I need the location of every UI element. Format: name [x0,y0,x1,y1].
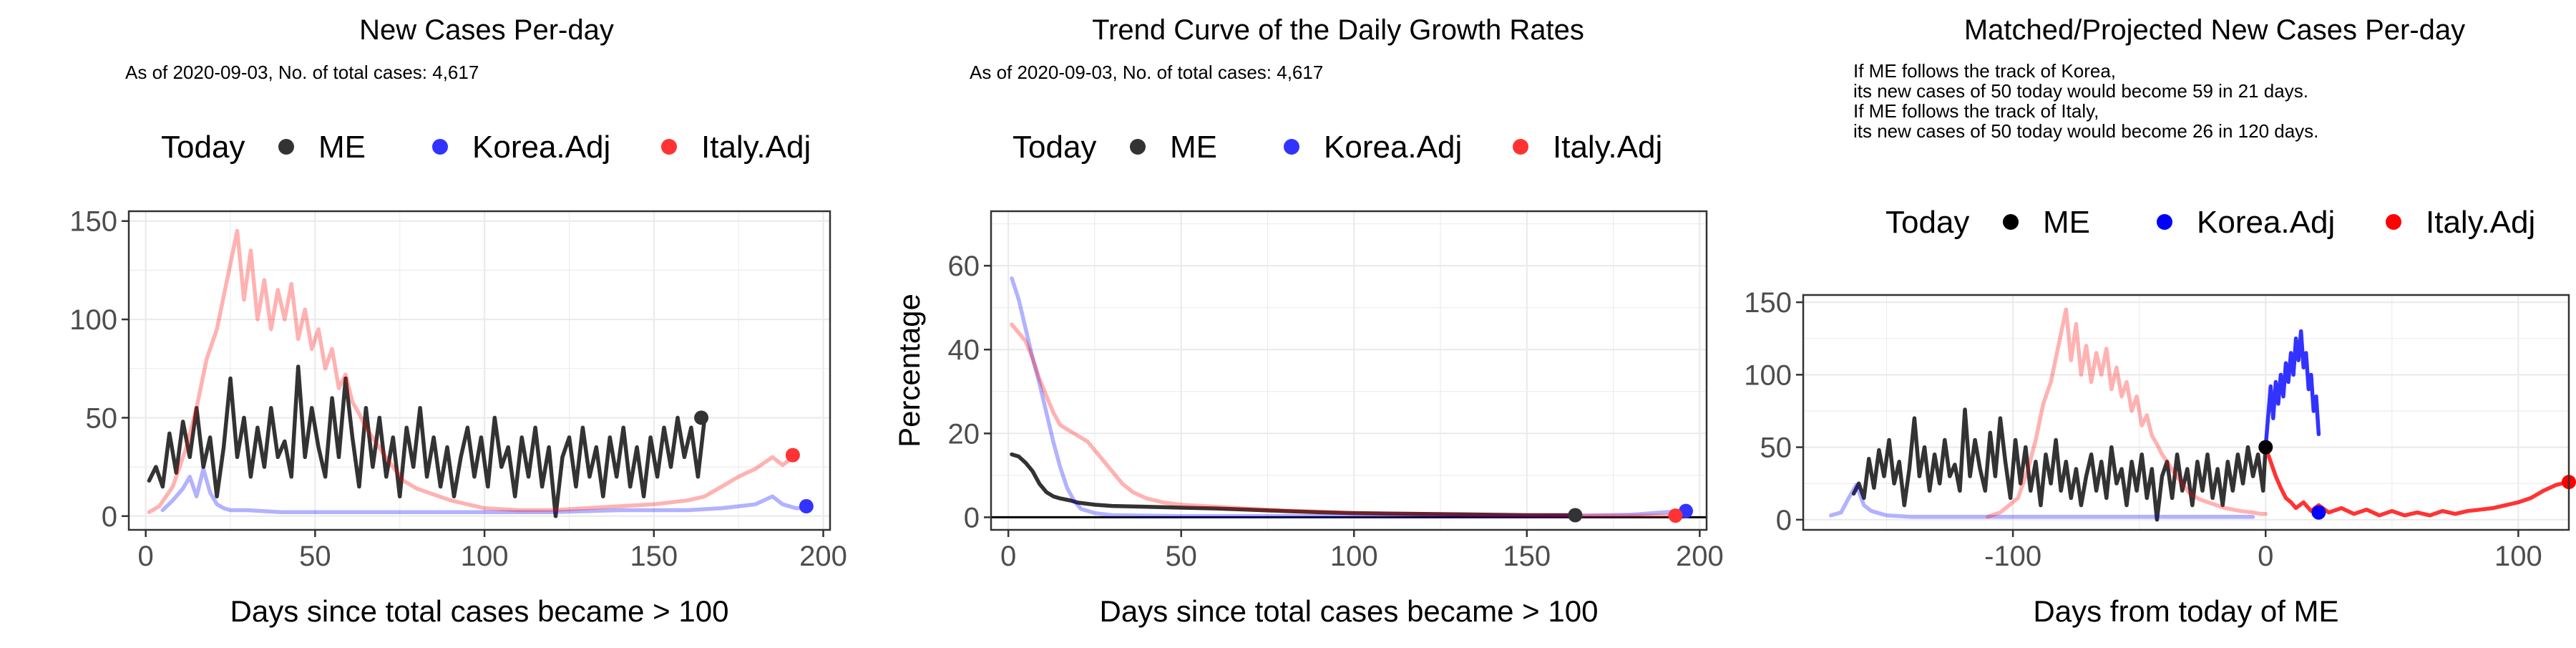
legend-marker [1284,139,1299,155]
legend-title: Today [1013,130,1096,165]
series-line-italy-adj [1986,307,2268,519]
chart-subtitle: As of 2020-09-03, No. of total cases: 4,… [970,62,1323,83]
series-line-italy-adj [1010,322,1674,518]
today-point-korea-adj [2311,505,2326,520]
x-axis-title: Days since total cases became > 100 [1100,594,1599,628]
x-tick-label: 200 [799,541,847,572]
plot-area [129,211,830,530]
series-line-korea-adj [2263,329,2321,450]
y-tick-label: 100 [1744,359,1792,391]
x-axis-title: Days since total cases became > 100 [230,594,729,628]
x-tick-label: 150 [630,541,678,572]
legend-label: Italy.Adj [1553,130,1662,165]
series-line-korea-adj [160,467,812,515]
x-tick-label: 50 [299,541,331,572]
x-tick-label: 100 [461,541,509,572]
x-tick-label: 200 [1676,541,1724,572]
legend-marker [278,139,294,155]
chart-subtitle: As of 2020-09-03, No. of total cases: 4,… [125,62,479,83]
legend-label: Korea.Adj [472,130,610,165]
series-line-korea-adj [1829,483,2255,519]
today-point-me [694,410,709,425]
x-tick-label: 100 [2494,541,2542,572]
y-tick-label: 50 [86,402,118,434]
plot-area [991,211,1707,530]
today-point-italy-adj [785,448,800,463]
chart-title: Matched/Projected New Cases Per-day [1964,14,2465,46]
legend-title: Today [161,130,245,165]
today-point-korea-adj [799,499,814,514]
legend-label: ME [2043,205,2090,240]
y-tick-label: 150 [1744,287,1792,319]
x-tick-label: 0 [2258,541,2273,572]
x-tick-label: 100 [1330,541,1378,572]
x-axis-title: Days from today of ME [2033,594,2338,628]
legend-label: ME [1170,130,1217,165]
chart-subtitle: its new cases of 50 today would become 5… [1853,80,2308,102]
legend: Today ME Korea.Adj Italy.Adj [1013,130,1662,165]
legend-marker [2386,214,2401,230]
legend-label: Italy.Adj [701,130,811,165]
legend-label: ME [318,130,366,165]
series-line-italy-adj [147,228,799,515]
legend: Today ME Korea.Adj Italy.Adj [1885,205,2535,240]
x-tick-label: 150 [1503,541,1551,572]
x-tick-label: 50 [1165,541,1197,572]
y-tick-label: 20 [948,418,980,450]
plot-border [127,210,831,531]
chart-title: Trend Curve of the Daily Growth Rates [1092,14,1584,46]
legend: Today ME Korea.Adj Italy.Adj [161,130,811,165]
chart-panel-2: Trend Curve of the Daily Growth Rates As … [892,14,1724,628]
series-line-me [1010,452,1578,518]
series-line-italy-adj [2263,445,2571,518]
legend-title: Today [1885,205,1969,240]
x-tick-label: 0 [1000,541,1016,572]
plot-border [990,210,1708,531]
series-line-me [1851,407,2268,522]
y-tick-label: 0 [102,501,117,533]
series-line-korea-adj [1010,276,1688,518]
chart-title: New Cases Per-day [359,14,614,46]
plot-border [1802,294,2570,531]
legend-marker [432,139,448,155]
y-tick-label: 50 [1760,432,1792,464]
chart-subtitle: If ME follows the track of Italy, [1853,100,2099,122]
x-tick-label: 0 [138,541,154,572]
legend-marker [661,139,677,155]
y-tick-label: 40 [948,334,980,366]
y-axis-title: Percentage [892,294,926,448]
legend-label: Korea.Adj [1324,130,1462,165]
legend-label: Italy.Adj [2426,205,2535,240]
legend-label: Korea.Adj [2197,205,2335,240]
chart-subtitle: If ME follows the track of Korea, [1853,60,2116,82]
chart-panel-3: Matched/Projected New Cases Per-day If ME… [1744,14,2576,628]
x-tick-label: -100 [1984,541,2041,572]
legend-marker [2003,214,2019,230]
series-line-me [147,364,707,518]
today-point-me [2258,440,2273,455]
plot-area [1803,295,2569,530]
today-point-me [1568,508,1583,523]
y-tick-label: 60 [948,251,980,282]
chart-panel-1: New Cases Per-day As of 2020-09-03, No. o… [69,14,847,628]
legend-marker [1130,139,1146,155]
today-point-italy-adj [1668,508,1683,523]
y-tick-label: 100 [69,304,117,336]
y-tick-label: 0 [964,502,980,533]
chart-subtitle: its new cases of 50 today would become 2… [1853,120,2318,142]
y-tick-label: 0 [1776,505,1792,536]
legend-marker [2157,214,2172,230]
legend-marker [1513,139,1528,155]
y-tick-label: 150 [69,206,117,238]
